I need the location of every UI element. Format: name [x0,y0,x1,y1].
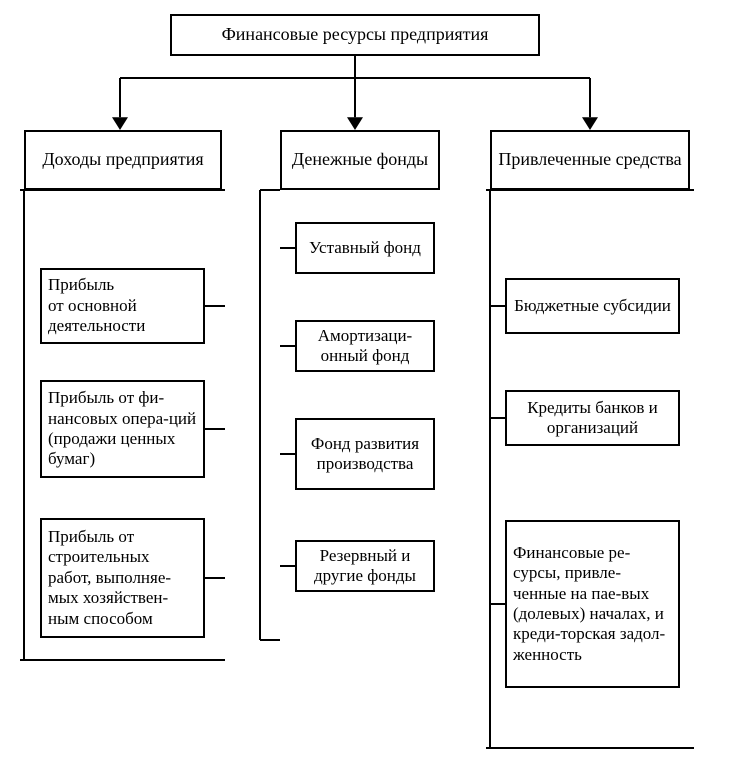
branch-0-item-2-label: Прибыль от строительных работ, выполняе-… [48,527,197,629]
branch-1-item-1: Амортизаци-онный фонд [295,320,435,372]
branch-0-item-1-label: Прибыль от фи-нансовых опера-ций (продаж… [48,388,197,470]
branch-0-item-2: Прибыль от строительных работ, выполняе-… [40,518,205,638]
branch-1-item-3-label: Резервный и другие фонды [303,546,427,587]
branch-1-item-0-label: Уставный фонд [309,238,421,258]
branch-header-1: Денежные фонды [280,130,440,190]
branch-1-item-0: Уставный фонд [295,222,435,274]
branch-header-1-label: Денежные фонды [292,149,428,171]
branch-1-item-2: Фонд развития производства [295,418,435,490]
branch-0-item-1: Прибыль от фи-нансовых опера-ций (продаж… [40,380,205,478]
branch-header-0: Доходы предприятия [24,130,222,190]
branch-0-item-0-label: Прибыль от основной деятельности [48,275,197,336]
branch-header-2-label: Привлеченные средства [498,149,681,171]
branch-header-0-label: Доходы предприятия [42,149,203,171]
branch-1-item-1-label: Амортизаци-онный фонд [303,326,427,367]
branch-1-item-2-label: Фонд развития производства [303,434,427,475]
root-box: Финансовые ресурсы предприятия [170,14,540,56]
branch-2-item-1-label: Кредиты банков и организаций [513,398,672,439]
branch-0-item-0: Прибыль от основной деятельности [40,268,205,344]
branch-2-item-2-label: Финансовые ре-сурсы, привле-ченные на па… [513,543,672,665]
branch-2-item-2: Финансовые ре-сурсы, привле-ченные на па… [505,520,680,688]
branch-2-item-0: Бюджетные субсидии [505,278,680,334]
branch-2-item-0-label: Бюджетные субсидии [514,296,671,316]
root-box-label: Финансовые ресурсы предприятия [222,24,489,46]
branch-2-item-1: Кредиты банков и организаций [505,390,680,446]
branch-1-item-3: Резервный и другие фонды [295,540,435,592]
branch-header-2: Привлеченные средства [490,130,690,190]
